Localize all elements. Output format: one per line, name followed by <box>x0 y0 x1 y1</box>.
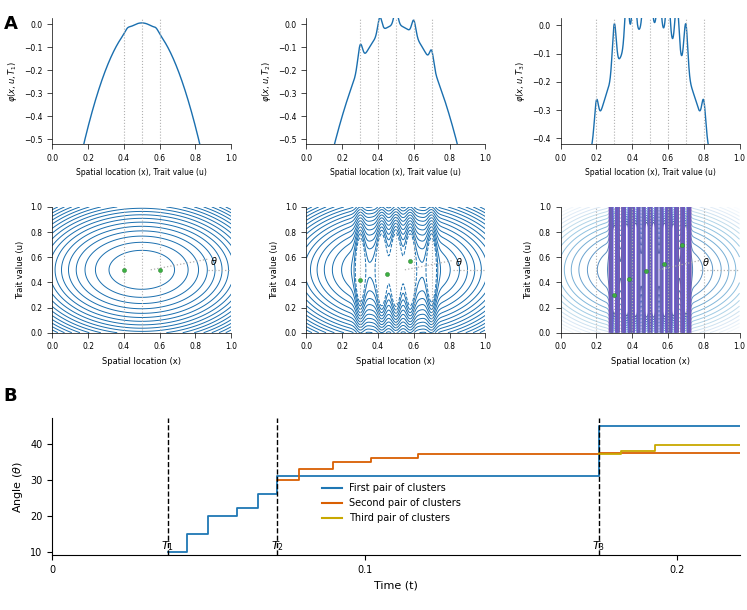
Y-axis label: $\varphi(x, u, T_3)$: $\varphi(x, u, T_3)$ <box>514 60 527 102</box>
X-axis label: Spatial location (x): Spatial location (x) <box>102 357 182 366</box>
Text: $T_3$: $T_3$ <box>592 539 606 553</box>
X-axis label: Spatial location (x): Spatial location (x) <box>610 357 689 366</box>
Text: A: A <box>4 15 18 34</box>
Y-axis label: $\varphi(x, u, T_2)$: $\varphi(x, u, T_2)$ <box>260 60 273 102</box>
X-axis label: Spatial location (x), Trait value (u): Spatial location (x), Trait value (u) <box>76 168 207 178</box>
Text: $T_2$: $T_2$ <box>270 539 284 553</box>
Text: $T_1$: $T_1$ <box>161 539 174 553</box>
Y-axis label: Trait value (u): Trait value (u) <box>524 241 533 299</box>
X-axis label: Spatial location (x), Trait value (u): Spatial location (x), Trait value (u) <box>585 168 716 178</box>
X-axis label: Spatial location (x), Trait value (u): Spatial location (x), Trait value (u) <box>330 168 462 178</box>
Y-axis label: Trait value (u): Trait value (u) <box>270 241 279 299</box>
Text: $\theta$: $\theta$ <box>210 255 217 267</box>
Y-axis label: Angle ($\theta$): Angle ($\theta$) <box>10 461 25 512</box>
Legend: First pair of clusters, Second pair of clusters, Third pair of clusters: First pair of clusters, Second pair of c… <box>318 479 465 527</box>
Text: $\theta$: $\theta$ <box>455 256 462 268</box>
Y-axis label: Trait value (u): Trait value (u) <box>16 241 25 299</box>
Text: $\theta$: $\theta$ <box>702 256 710 268</box>
X-axis label: Spatial location (x): Spatial location (x) <box>356 357 436 366</box>
X-axis label: Time (t): Time (t) <box>374 580 418 590</box>
Text: B: B <box>4 387 17 406</box>
Y-axis label: $\varphi(x, u, T_1)$: $\varphi(x, u, T_1)$ <box>5 60 19 102</box>
